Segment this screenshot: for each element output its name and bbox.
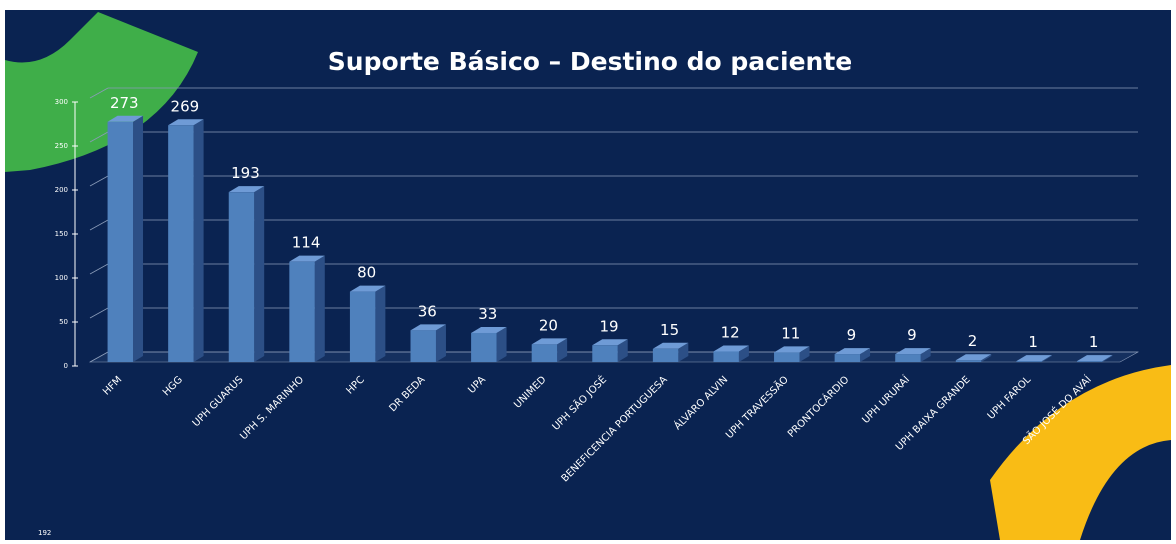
value-label: 15 xyxy=(660,321,679,339)
value-label: 273 xyxy=(110,94,139,112)
bar-side xyxy=(436,324,446,362)
bar-side xyxy=(375,286,385,362)
value-label: 1 xyxy=(1089,333,1099,351)
bar xyxy=(289,262,314,362)
bar-side xyxy=(133,116,143,362)
bar-side xyxy=(254,186,264,362)
bar xyxy=(592,345,617,362)
bar-side xyxy=(194,119,204,362)
slide: Suporte Básico – Destino do paciente 192… xyxy=(0,0,1176,540)
bar xyxy=(229,192,254,362)
bar xyxy=(835,354,860,362)
y-tick-label: 0 xyxy=(64,362,68,370)
value-label: 2 xyxy=(968,332,978,350)
value-label: 12 xyxy=(721,323,740,341)
value-label: 80 xyxy=(357,264,376,282)
bar-side xyxy=(315,256,325,362)
bar xyxy=(168,125,193,362)
y-tick-label: 50 xyxy=(59,318,68,326)
bar xyxy=(653,349,678,362)
bar xyxy=(532,344,557,362)
bar xyxy=(1016,361,1041,362)
value-label: 1 xyxy=(1028,333,1038,351)
value-label: 20 xyxy=(539,316,558,334)
bar xyxy=(108,122,133,362)
value-label: 193 xyxy=(231,164,260,182)
y-tick-label: 100 xyxy=(55,274,68,282)
bar-side xyxy=(497,327,507,362)
value-label: 11 xyxy=(781,324,800,342)
value-label: 19 xyxy=(599,317,618,335)
chart-title: Suporte Básico – Destino do paciente xyxy=(328,47,852,76)
value-label: 114 xyxy=(292,234,321,252)
bar xyxy=(713,351,738,362)
footnote: 192 xyxy=(38,529,51,537)
value-label: 33 xyxy=(478,305,497,323)
y-tick-label: 300 xyxy=(55,98,68,106)
bar xyxy=(956,360,981,362)
value-label: 9 xyxy=(907,326,917,344)
page: {"chart_data": {"type": "bar3d", "title"… xyxy=(0,0,1176,540)
bar xyxy=(411,330,436,362)
bar xyxy=(350,292,375,362)
y-tick-label: 150 xyxy=(55,230,68,238)
bar xyxy=(471,333,496,362)
bar xyxy=(895,354,920,362)
y-tick-label: 200 xyxy=(55,186,68,194)
value-label: 269 xyxy=(171,97,200,115)
bar xyxy=(1077,361,1102,362)
bar xyxy=(774,352,799,362)
value-label: 9 xyxy=(847,326,857,344)
value-label: 36 xyxy=(418,302,437,320)
y-tick-label: 250 xyxy=(55,142,68,150)
